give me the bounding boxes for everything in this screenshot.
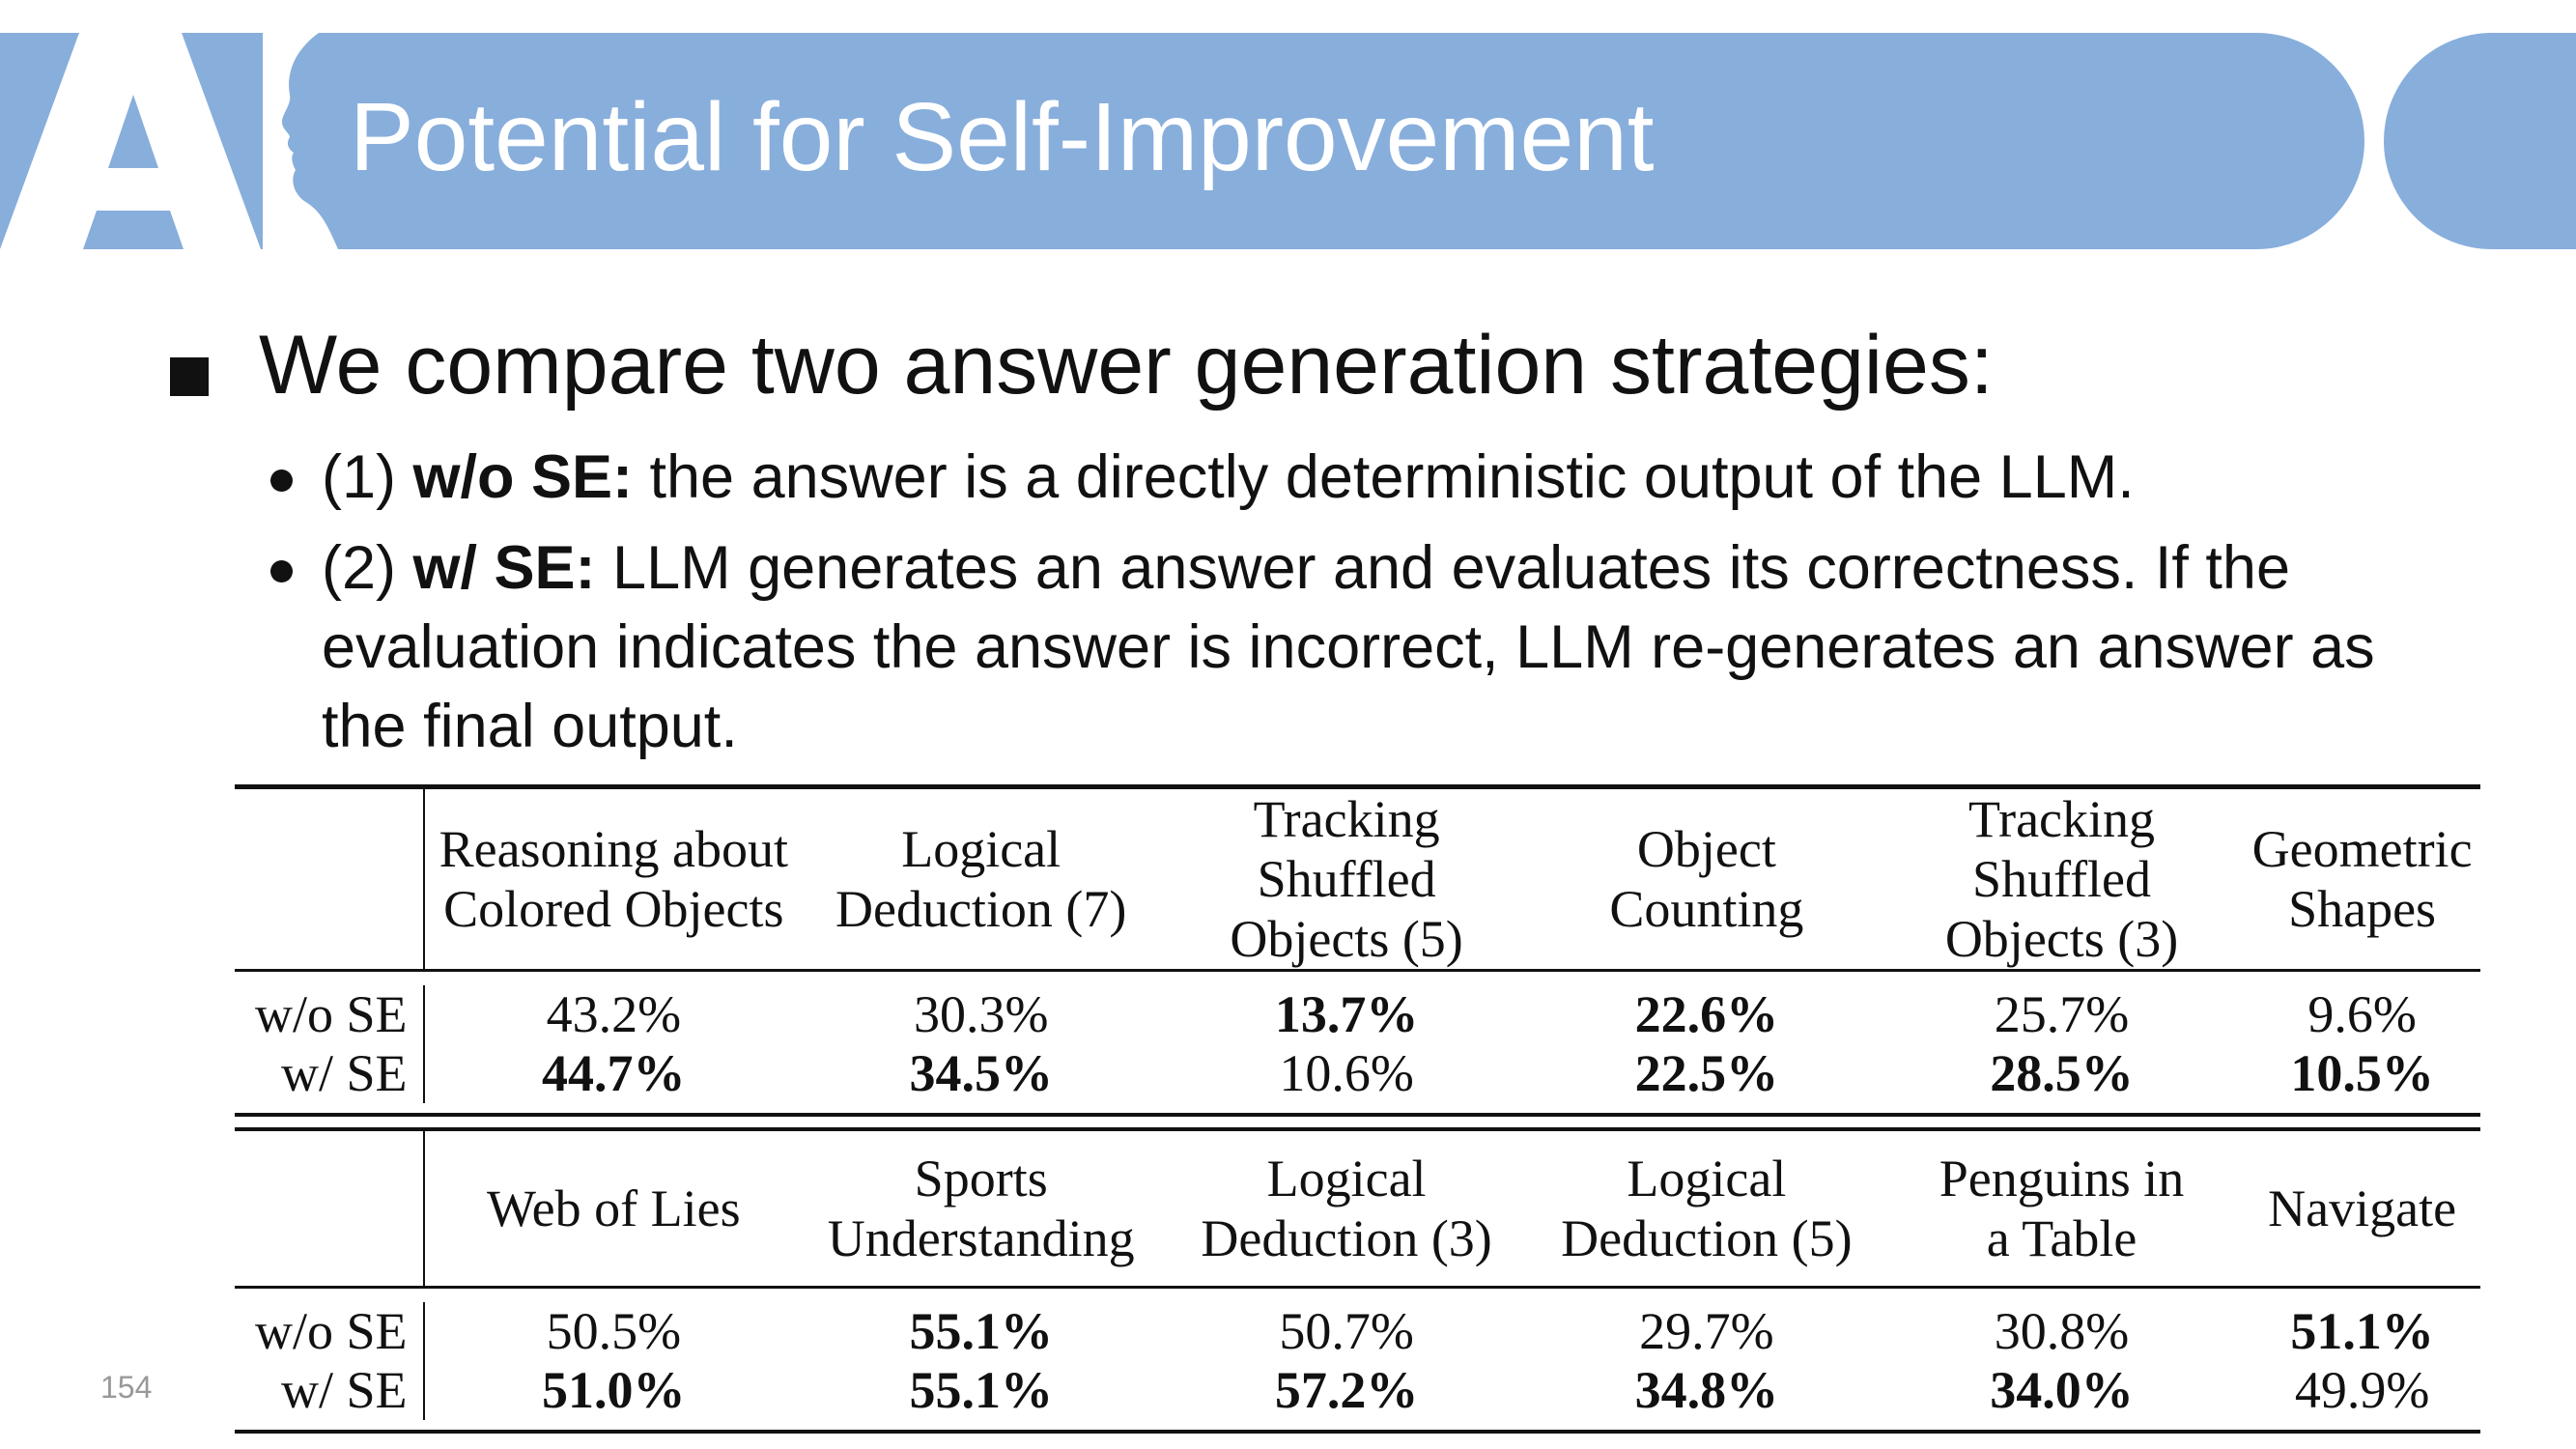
column-header-line: Understanding — [827, 1209, 1135, 1267]
table-cell: 51.0% — [542, 1361, 686, 1419]
table-cell: 28.5% — [1990, 1044, 2134, 1102]
table-cell: 22.5% — [1634, 1044, 1779, 1102]
sub-bullet-1: (1) w/o SE: the answer is a directly det… — [322, 438, 2427, 517]
column-header: Object Counting — [1534, 787, 1880, 971]
row-label: w/o SE — [235, 985, 425, 1044]
table-cell: 25.7% — [1994, 985, 2130, 1043]
table-cell: 51.1% — [2290, 1302, 2434, 1360]
header-corner-cell — [235, 786, 425, 971]
sub-bullet-1-text: the answer is a directly deterministic o… — [633, 443, 2135, 511]
column-header: Tracking Shuffled Objects (5) — [1159, 787, 1534, 971]
column-header: Penguins in a Table — [1880, 1129, 2244, 1288]
column-header-line: Counting — [1609, 880, 1804, 938]
results-table: Reasoning about Colored Objects Logical Ded… — [235, 784, 2480, 1434]
table-cell: 49.9% — [2294, 1361, 2430, 1419]
table-row: w/o SE 50.5% 55.1% 50.7% 29.7% 30.8% 51.1% — [235, 1302, 2480, 1361]
square-bullet-icon — [170, 357, 209, 396]
table-cell: 55.1% — [909, 1302, 1053, 1360]
table-cell: 43.2% — [546, 985, 682, 1043]
table-cell: 30.3% — [913, 985, 1049, 1043]
column-header-line: Colored Objects — [443, 880, 784, 938]
table-cell: 13.7% — [1274, 985, 1419, 1043]
sub-bullet-2-term: w/ SE: — [412, 534, 596, 602]
column-header-line: Tracking Shuffled — [1968, 790, 2156, 908]
column-header-line: Web of Lies — [487, 1179, 741, 1237]
column-header-line: Reasoning about — [439, 820, 789, 878]
column-header-line: a Table — [1986, 1209, 2137, 1267]
column-header-line: Shapes — [2288, 880, 2437, 938]
column-header-line: Logical — [901, 820, 1062, 878]
row-label: w/ SE — [235, 1044, 425, 1103]
title-banner — [0, 33, 2364, 249]
sub-bullet-2: (2) w/ SE: LLM generates an answer and e… — [322, 528, 2447, 766]
table-cell: 30.8% — [1994, 1302, 2130, 1360]
column-header: Logical Deduction (7) — [803, 787, 1159, 971]
column-header-line: Penguins in — [1939, 1150, 2185, 1208]
round-bullet-icon — [270, 469, 293, 492]
table-cell: 50.7% — [1279, 1302, 1414, 1360]
sub-bullet-1-term: w/o SE: — [412, 443, 634, 511]
column-header-line: Object — [1636, 820, 1776, 878]
table-row: w/ SE 44.7% 34.5% 10.6% 22.5% 28.5% 10.5% — [235, 1044, 2480, 1103]
table-cell: 10.5% — [2290, 1044, 2434, 1102]
ai-head-logo — [0, 33, 348, 249]
banner-decoration-right — [2384, 33, 2576, 249]
table-cell: 29.7% — [1639, 1302, 1774, 1360]
column-header: Logical Deduction (5) — [1534, 1129, 1880, 1288]
column-header: Web of Lies — [424, 1129, 804, 1288]
column-header-line: Navigate — [2268, 1179, 2457, 1237]
column-header: Logical Deduction (3) — [1159, 1129, 1534, 1288]
table-cell: 44.7% — [542, 1044, 686, 1102]
row-label: w/ SE — [235, 1361, 425, 1420]
column-header-line: Logical — [1627, 1150, 1787, 1208]
table-cell: 22.6% — [1634, 985, 1779, 1043]
column-header: Sports Understanding — [803, 1129, 1159, 1288]
main-bullet-text: We compare two answer generation strateg… — [259, 319, 1994, 412]
table-cell: 55.1% — [909, 1361, 1053, 1419]
table-cell: 10.6% — [1279, 1044, 1414, 1102]
table-cell: 9.6% — [2307, 985, 2417, 1043]
slide-title: Potential for Self-Improvement — [350, 83, 1655, 191]
sub-bullet-1-prefix: (1) — [322, 443, 413, 511]
column-header: Tracking Shuffled Objects (3) — [1880, 787, 2244, 971]
page-number: 154 — [100, 1370, 153, 1405]
column-header-line: Geometric — [2251, 820, 2473, 878]
table-row: w/ SE 51.0% 55.1% 57.2% 34.8% 34.0% 49.9% — [235, 1361, 2480, 1420]
sub-bullet-2-prefix: (2) — [322, 534, 413, 602]
table-row: w/o SE 43.2% 30.3% 13.7% 22.6% 25.7% 9.6% — [235, 985, 2480, 1044]
column-header-line: Logical — [1266, 1150, 1427, 1208]
round-bullet-icon — [270, 560, 293, 582]
table-cell: 57.2% — [1274, 1361, 1419, 1419]
row-label: w/o SE — [235, 1302, 425, 1361]
table-cell: 34.0% — [1990, 1361, 2134, 1419]
column-header-line: Deduction (5) — [1561, 1209, 1853, 1267]
sub-bullet-2-text: LLM generates an answer and evaluates it… — [322, 534, 2375, 760]
column-header-line: Tracking Shuffled — [1253, 790, 1440, 908]
column-header-line: Sports — [914, 1150, 1048, 1208]
column-header-line: Deduction (7) — [835, 880, 1127, 938]
table-cell: 50.5% — [546, 1302, 682, 1360]
column-header-line: Objects (3) — [1944, 910, 2179, 968]
table-cell: 34.5% — [909, 1044, 1053, 1102]
column-header-line: Deduction (3) — [1201, 1209, 1492, 1267]
column-header: Geometric Shapes — [2244, 787, 2480, 971]
column-header: Reasoning about Colored Objects — [424, 787, 804, 971]
header-corner-cell — [235, 1129, 425, 1288]
column-header: Navigate — [2244, 1129, 2480, 1288]
table-cell: 34.8% — [1634, 1361, 1779, 1419]
column-header-line: Objects (5) — [1230, 910, 1463, 968]
